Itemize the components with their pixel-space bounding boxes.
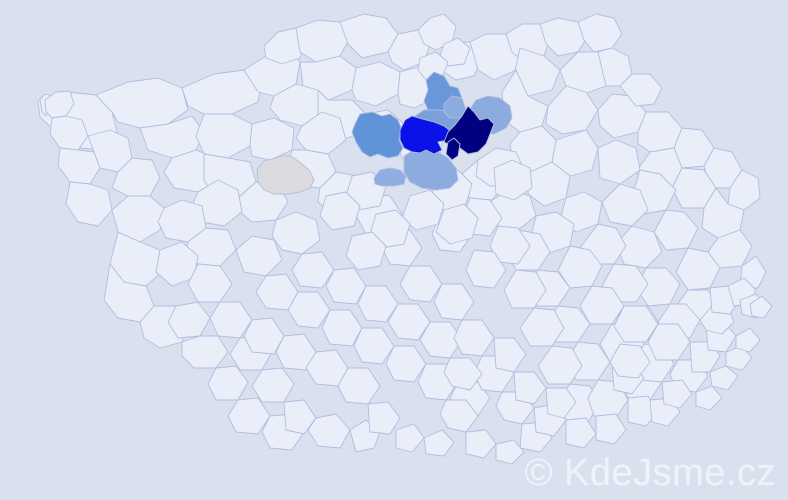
district-base[interactable]: [111, 157, 161, 197]
district-base[interactable]: [465, 429, 497, 459]
district-base[interactable]: [513, 371, 547, 405]
district-base[interactable]: [195, 113, 253, 159]
district-base[interactable]: [351, 61, 401, 107]
district-base[interactable]: [287, 291, 331, 329]
district-base[interactable]: [387, 303, 431, 341]
region-grey-centre[interactable]: [256, 154, 315, 195]
district-base[interactable]: [357, 285, 399, 323]
district-base[interactable]: [735, 327, 761, 353]
base-district-layer: [37, 13, 773, 465]
district-base[interactable]: [207, 365, 249, 401]
district-base[interactable]: [367, 401, 401, 435]
district-base[interactable]: [283, 399, 317, 435]
district-base[interactable]: [465, 249, 507, 289]
watermark-kdejsme: © KdeJsme.cz: [524, 452, 776, 494]
district-base[interactable]: [545, 85, 599, 135]
district-base[interactable]: [291, 251, 335, 289]
district-base[interactable]: [345, 231, 387, 271]
district-base[interactable]: [181, 335, 229, 369]
district-base[interactable]: [565, 417, 597, 449]
district-base[interactable]: [417, 13, 457, 51]
district-base[interactable]: [435, 203, 479, 245]
district-base[interactable]: [609, 343, 651, 379]
district-base[interactable]: [399, 265, 443, 303]
district-base[interactable]: [619, 73, 663, 107]
district-base[interactable]: [57, 147, 101, 185]
district-base[interactable]: [181, 69, 263, 115]
district-base[interactable]: [321, 309, 363, 347]
district-base[interactable]: [661, 379, 693, 409]
region-medium-west[interactable]: [351, 111, 404, 159]
district-base[interactable]: [353, 327, 395, 365]
region-light-southwest[interactable]: [373, 167, 407, 187]
district-base[interactable]: [545, 387, 577, 419]
district-base[interactable]: [493, 337, 527, 373]
region-bright-blue[interactable]: [399, 115, 453, 155]
district-base[interactable]: [65, 181, 113, 227]
district-base[interactable]: [505, 23, 551, 63]
district-base[interactable]: [243, 317, 285, 355]
district-base[interactable]: [275, 333, 317, 371]
district-base[interactable]: [443, 357, 483, 391]
district-base[interactable]: [295, 111, 347, 155]
district-base[interactable]: [577, 13, 623, 53]
district-base[interactable]: [433, 283, 475, 321]
district-base[interactable]: [395, 423, 425, 453]
district-base[interactable]: [235, 235, 283, 277]
district-base[interactable]: [251, 367, 295, 403]
region-navy-tail[interactable]: [445, 137, 461, 161]
district-base[interactable]: [249, 117, 295, 161]
district-base[interactable]: [595, 413, 627, 445]
highlighted-district-layer: [351, 71, 513, 191]
district-base[interactable]: [539, 17, 589, 57]
district-base[interactable]: [597, 139, 641, 185]
district-base[interactable]: [709, 365, 739, 391]
district-base[interactable]: [495, 439, 525, 465]
district-base[interactable]: [49, 115, 89, 151]
district-base[interactable]: [295, 19, 351, 63]
district-base[interactable]: [749, 295, 773, 319]
district-base[interactable]: [423, 429, 455, 457]
district-base[interactable]: [319, 191, 361, 231]
district-base[interactable]: [325, 267, 367, 305]
district-base[interactable]: [385, 345, 427, 383]
district-base[interactable]: [271, 211, 321, 255]
district-base[interactable]: [489, 225, 531, 265]
district-base[interactable]: [95, 77, 189, 129]
district-base[interactable]: [701, 187, 745, 239]
district-base[interactable]: [493, 159, 533, 201]
district-base[interactable]: [227, 397, 271, 435]
district-base[interactable]: [307, 413, 351, 449]
district-base[interactable]: [613, 305, 659, 343]
district-base[interactable]: [44, 90, 75, 119]
district-base[interactable]: [653, 209, 699, 251]
grey-district-layer: [256, 154, 315, 195]
district-base[interactable]: [695, 385, 723, 411]
district-base[interactable]: [453, 319, 495, 357]
